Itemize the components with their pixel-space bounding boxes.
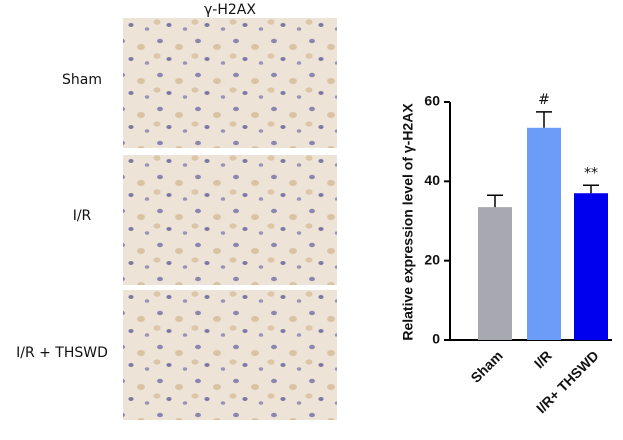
micrograph xyxy=(123,18,337,148)
error-bar xyxy=(583,184,599,194)
significance-mark: # xyxy=(538,92,550,108)
micrograph xyxy=(123,155,337,285)
row-label: I/R + THSWD xyxy=(16,345,108,361)
significance-mark: ** xyxy=(584,165,598,181)
x-tick-label: Sham xyxy=(467,347,505,385)
panel-title: γ-H2AX xyxy=(204,2,256,18)
bar xyxy=(478,207,512,340)
y-tick-label: 0 xyxy=(432,331,440,347)
y-tick-label: 40 xyxy=(424,172,440,188)
y-tick-label: 60 xyxy=(424,93,440,109)
bar xyxy=(527,127,561,341)
row-label: Sham xyxy=(62,72,102,88)
error-bar xyxy=(487,194,503,208)
micrograph xyxy=(123,290,337,420)
y-axis-label: Relative expression level of γ-H2AX xyxy=(400,103,416,341)
bar xyxy=(574,193,608,340)
error-bar xyxy=(536,111,552,128)
x-tick-label: I/R xyxy=(531,347,555,371)
y-tick-label: 20 xyxy=(424,251,440,267)
row-label: I/R xyxy=(73,208,92,224)
